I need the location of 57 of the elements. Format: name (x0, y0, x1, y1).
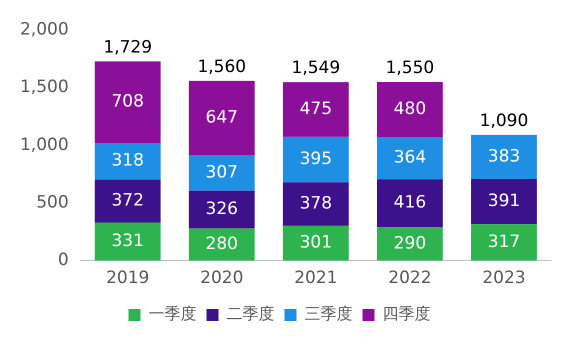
data-label: 364 (394, 148, 426, 168)
total-label: 1,090 (480, 110, 528, 131)
data-label: 480 (394, 99, 426, 120)
bar (471, 134, 537, 180)
x-tick-label: 2022 (388, 268, 432, 288)
data-label: 647 (206, 108, 238, 128)
x-tick-label: 2021 (294, 268, 338, 288)
data-label: 290 (394, 233, 426, 254)
y-tick-label: 500 (36, 192, 69, 212)
bar (282, 136, 349, 182)
bar (188, 190, 255, 228)
y-tick-label: 1,000 (20, 134, 69, 155)
bar (188, 80, 255, 156)
bar (188, 228, 255, 261)
bar (282, 226, 349, 261)
data-label: 378 (300, 194, 332, 214)
y-tick-label: 2,000 (20, 20, 69, 40)
bar (282, 182, 349, 226)
data-label: 318 (111, 150, 144, 171)
data-label: 307 (206, 162, 238, 183)
data-label: 280 (206, 234, 238, 254)
x-tick-label: 2019 (106, 268, 150, 288)
bar (376, 82, 443, 138)
data-label: 372 (111, 190, 144, 210)
bar (282, 82, 349, 137)
legend-label: 四季度 (382, 304, 430, 324)
bar (376, 179, 443, 228)
legend-label: 二季度 (226, 304, 274, 324)
total-label: 1,560 (197, 56, 246, 77)
x-tick-label: 2020 (200, 268, 244, 288)
bar (376, 137, 443, 180)
total-label: 1,549 (292, 58, 340, 78)
data-label: 395 (300, 149, 332, 170)
legend-label: 三季度 (304, 304, 352, 324)
bar (471, 179, 537, 224)
y-tick-label: 0 (58, 250, 69, 270)
bar (376, 227, 443, 261)
bar (94, 61, 161, 143)
data-label: 708 (111, 92, 144, 112)
bar (94, 222, 161, 261)
data-label: 383 (488, 146, 520, 166)
bar (188, 155, 255, 191)
x-tick-label: 2023 (482, 268, 526, 288)
data-label: 391 (488, 190, 520, 211)
data-label: 331 (111, 230, 144, 251)
bar (94, 142, 161, 180)
data-label: 317 (488, 232, 520, 252)
bar (94, 180, 161, 222)
total-label: 1,550 (386, 58, 434, 78)
data-label: 416 (394, 192, 426, 213)
data-label: 475 (300, 98, 332, 119)
data-label: 326 (206, 198, 238, 219)
bar (471, 224, 537, 261)
data-label: 301 (300, 232, 332, 253)
y-tick-label: 1,500 (20, 77, 69, 98)
legend-label: 一季度 (148, 304, 196, 324)
total-label: 1,729 (103, 37, 152, 58)
